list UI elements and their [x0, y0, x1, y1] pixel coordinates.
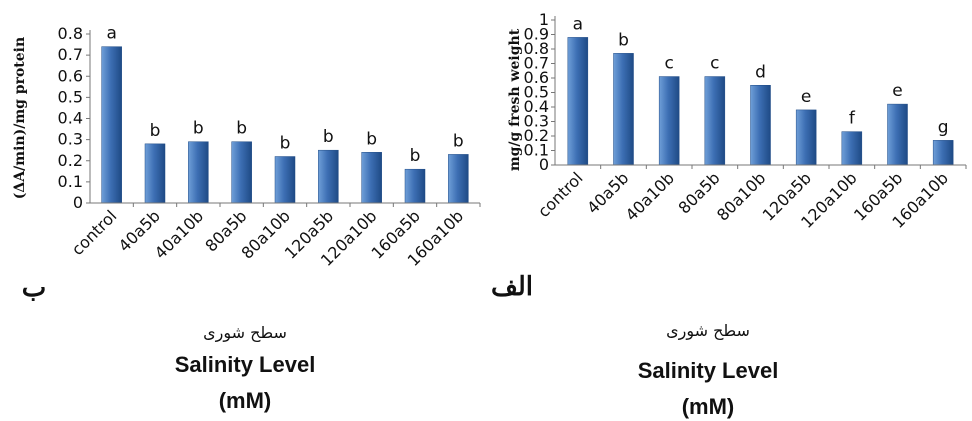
right-y-tick-label: 0.6: [524, 68, 549, 87]
left-bar: [274, 156, 296, 204]
right-x-tick-label: control: [534, 168, 587, 221]
right-x-tick-label: 40a10b: [622, 168, 678, 224]
right-bar: [750, 85, 771, 166]
right-y-tick-label: 0.2: [524, 126, 549, 145]
right-x-ticks: control40a5b40a10b80a5b80a10b120a5b120a1…: [534, 165, 967, 232]
left-bar: [448, 154, 469, 204]
left-y-tick-label: 0.4: [58, 109, 83, 128]
right-significance-letter: e: [892, 81, 902, 101]
right-significance-letters: a b c c d e f e g: [573, 14, 949, 137]
right-significance-letter: c: [710, 54, 719, 74]
right-significance-letter: d: [755, 62, 766, 82]
right-significance-letter: f: [849, 109, 856, 129]
right-bar: [795, 109, 817, 166]
right-bar: [887, 103, 908, 166]
left-x-tick-label: 40a10b: [151, 206, 207, 262]
left-y-tick-label: 0.5: [58, 87, 83, 106]
right-bar: [841, 131, 863, 166]
right-y-tick-label: 0.8: [524, 39, 549, 58]
right-bar: [567, 37, 589, 166]
left-y-tick-label: 0.8: [58, 24, 83, 43]
right-panel-label: الف: [491, 272, 533, 302]
left-bar: [101, 46, 122, 204]
right-bars: [567, 37, 954, 166]
right-y-axis-label: mg/g fresh weight: [507, 28, 523, 171]
left-bar: [231, 141, 252, 204]
right-x-axis-label-en: Salinity Level: [638, 358, 779, 383]
left-y-tick-label: 0.1: [58, 172, 83, 191]
right-significance-letter: a: [573, 14, 583, 34]
left-x-axis-unit: (mM): [219, 388, 272, 413]
left-panel-label: ب: [22, 273, 46, 303]
right-x-axis-label-fa: سطح شوری: [666, 321, 750, 341]
left-bar: [188, 141, 209, 204]
left-x-ticks: control40a5b40a10b80a5b80a10b120a5b120a1…: [68, 203, 481, 270]
right-bar: [613, 53, 634, 166]
left-bar: [144, 143, 166, 204]
right-bar: [704, 76, 726, 166]
chart-right: mg/g fresh weight 00.10.20.30.40.50.60.7…: [491, 10, 967, 419]
left-x-tick-label: control: [68, 206, 121, 259]
left-significance-letter: b: [323, 127, 334, 147]
left-bar: [404, 168, 426, 204]
left-significance-letter: b: [236, 119, 247, 139]
right-y-tick-label: 0.4: [524, 97, 549, 116]
left-y-tick-label: 0: [73, 193, 83, 212]
left-significance-letter: b: [280, 134, 291, 154]
right-significance-letter: b: [618, 30, 629, 50]
left-bar: [361, 152, 382, 204]
left-significance-letter: b: [453, 131, 464, 151]
left-y-tick-label: 0.7: [58, 45, 83, 64]
left-x-axis-label-fa: سطح شوری: [203, 323, 287, 343]
left-y-axis-label: (ΔA/min)/mg protein: [12, 37, 28, 199]
left-significance-letter: a: [106, 24, 116, 44]
right-y-ticks: 00.10.20.30.40.50.60.70.80.91: [524, 10, 555, 174]
right-x-axis-unit: (mM): [682, 394, 735, 419]
left-significance-letter: b: [193, 119, 204, 139]
left-y-tick-label: 0.6: [58, 66, 83, 85]
left-bar: [318, 149, 339, 204]
left-significance-letters: a b b b b b b b b: [106, 24, 463, 167]
right-y-tick-label: 0.9: [524, 25, 549, 44]
left-significance-letter: b: [150, 121, 161, 141]
right-significance-letter: e: [801, 87, 811, 107]
left-x-axis-label-en: Salinity Level: [175, 352, 316, 377]
left-y-ticks: 0 0.1 0.2 0.3 0.4 0.5 0.6 0.7 0.8: [58, 24, 90, 212]
left-significance-letter: b: [410, 146, 421, 166]
right-bar: [932, 140, 954, 166]
right-y-tick-label: 1: [539, 10, 549, 29]
left-y-tick-label: 0.2: [58, 151, 83, 170]
right-y-tick-label: 0.5: [524, 83, 549, 102]
right-significance-letter: g: [938, 117, 949, 137]
right-x-tick-label: 80a10b: [713, 168, 769, 224]
left-significance-letter: b: [366, 129, 377, 149]
right-y-tick-label: 0: [539, 155, 549, 174]
right-y-tick-label: 0.1: [524, 141, 549, 160]
left-bars: [101, 46, 469, 204]
left-y-tick-label: 0.3: [58, 130, 83, 149]
right-y-tick-label: 0.3: [524, 112, 549, 131]
right-bar: [658, 76, 680, 166]
right-significance-letter: c: [664, 54, 673, 74]
right-y-tick-label: 0.7: [524, 54, 549, 73]
chart-left: (ΔA/min)/mg protein 00.10.20.30.40.50.60…: [12, 24, 481, 413]
